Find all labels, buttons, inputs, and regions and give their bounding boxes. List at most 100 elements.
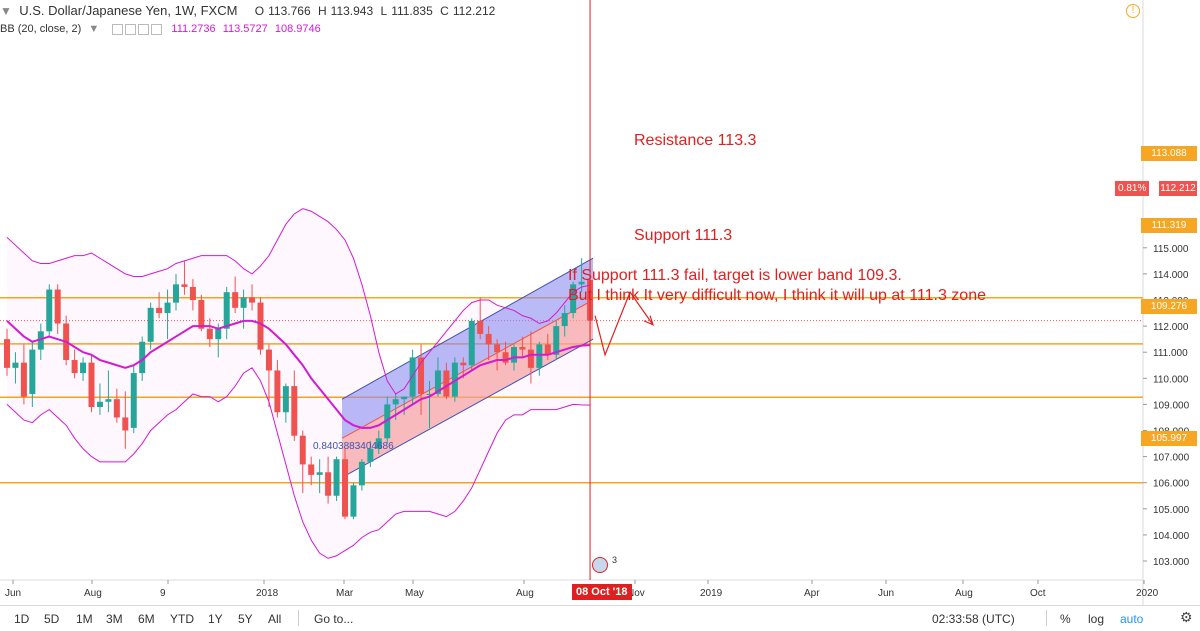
candle-body	[367, 448, 374, 462]
candle-body	[189, 286, 196, 300]
auto-toggle[interactable]: auto	[1120, 612, 1144, 626]
candle-body	[232, 292, 239, 308]
candle-body	[113, 399, 120, 418]
bottom-toolbar: 1D 5D 1M 3M 6M YTD 1Y 5Y All Go to... 02…	[0, 605, 1200, 631]
price-tag-111319: 111.319	[1141, 218, 1197, 233]
open-value: 113.766	[268, 4, 311, 18]
indicator-buttons[interactable]	[112, 23, 164, 35]
candle-body	[451, 362, 458, 397]
bollinger-upper-band	[6, 208, 591, 395]
channel-lower-line	[341, 338, 594, 478]
candle-body	[139, 341, 146, 374]
range-3m[interactable]: 3M	[106, 612, 123, 626]
note-line-1: If Support 111.3 fail, target is lower b…	[568, 267, 902, 284]
crosshair-date-tag: 08 Oct '18	[572, 584, 632, 600]
log-toggle[interactable]: log	[1088, 612, 1105, 626]
alert-icon[interactable]: !	[1126, 4, 1140, 18]
range-6m[interactable]: 6M	[138, 612, 155, 626]
forecast-path	[594, 290, 653, 357]
candle-body	[156, 307, 163, 314]
time-tick-label: Nov	[627, 588, 645, 599]
percent-toggle[interactable]: %	[1060, 612, 1071, 626]
event-flag-icon[interactable]	[592, 557, 608, 573]
price-tick-label: 107.000	[1153, 453, 1190, 464]
candle-body	[485, 333, 492, 345]
time-tick-label: May	[405, 588, 424, 599]
candle-body	[282, 386, 289, 413]
candle-body	[511, 346, 517, 363]
candle-body	[257, 302, 264, 350]
price-tick-label: 115.000	[1153, 244, 1189, 255]
candle-body	[265, 349, 272, 371]
candle-body	[71, 360, 78, 374]
bollinger-basis	[6, 319, 591, 429]
price-tag-109276: 109.276	[1141, 299, 1197, 314]
candle-body	[578, 281, 585, 285]
toolbar-separator	[298, 610, 299, 626]
price-tick-label: 106.000	[1153, 479, 1190, 490]
candle-body	[502, 352, 509, 363]
collapse-icon[interactable]: ▼	[0, 4, 12, 18]
candle-body	[206, 328, 213, 340]
bb-lower-value: 108.9746	[274, 23, 321, 35]
candle-body	[173, 284, 179, 303]
toolbar-separator	[1046, 610, 1047, 626]
low-label: L	[380, 4, 388, 18]
symbol-legend: ▼ U.S. Dollar/Japanese Yen, 1W, FXCM O 11…	[0, 3, 499, 18]
time-tick-label: Jun	[878, 588, 894, 599]
candle-body	[392, 399, 399, 405]
price-tick-label: 105.000	[1153, 505, 1190, 516]
dropdown-icon[interactable]: ▼	[88, 23, 100, 35]
indicator-legend: BB (20, close, 2) ▼ 111.2736 113.5727 10…	[0, 23, 325, 35]
note-line-2: But I think It very difficult now, I thi…	[568, 287, 986, 304]
candle-body	[358, 461, 365, 486]
price-tick-label: 104.000	[1153, 531, 1190, 542]
high-label: H	[317, 4, 327, 18]
candle-body	[122, 417, 129, 431]
bollinger-lower-band	[6, 367, 591, 559]
candle-body	[130, 373, 137, 428]
goto-button[interactable]: Go to...	[314, 612, 354, 626]
candle-body	[477, 320, 484, 334]
candle-body	[29, 349, 36, 394]
range-all[interactable]: All	[268, 612, 282, 626]
fib-label: 0.8403883404686	[313, 441, 394, 452]
candle-body	[434, 370, 441, 394]
candle-body	[164, 302, 171, 314]
indicator-name[interactable]: BB (20, close, 2)	[0, 23, 82, 35]
candle-body	[37, 331, 44, 350]
candle-body	[570, 284, 577, 314]
range-5d[interactable]: 5D	[44, 612, 60, 626]
settings-gear-icon[interactable]: ⚙	[1180, 609, 1193, 625]
candle-body	[291, 386, 298, 436]
resistance-annotation: Resistance 113.3	[634, 132, 757, 149]
candle-body	[460, 362, 467, 366]
candle-body	[20, 362, 27, 397]
candle-body	[181, 284, 188, 287]
price-tick-label: 112.000	[1153, 322, 1189, 333]
clock-display: 02:33:58 (UTC)	[932, 612, 1015, 626]
support-annotation: Support 111.3	[634, 227, 733, 244]
symbol-title[interactable]: U.S. Dollar/Japanese Yen, 1W, FXCM	[19, 3, 238, 18]
candle-body	[561, 313, 568, 327]
candle-body	[325, 472, 332, 496]
candle-body	[536, 344, 543, 368]
candle-body	[468, 320, 475, 366]
candle-body	[316, 472, 323, 475]
bb-basis-value: 111.2736	[171, 23, 216, 35]
range-1m[interactable]: 1M	[76, 612, 93, 626]
range-1d[interactable]: 1D	[14, 612, 30, 626]
price-tag-113088: 113.088	[1141, 146, 1197, 161]
candle-body	[223, 292, 230, 329]
range-5y[interactable]: 5Y	[238, 612, 253, 626]
candle-body	[401, 396, 408, 400]
channel-upper-zone	[342, 258, 594, 439]
range-ytd[interactable]: YTD	[170, 612, 194, 626]
time-tick-label: 2019	[700, 588, 723, 599]
candle-body	[333, 459, 340, 496]
candle-body	[96, 401, 103, 408]
bb-upper-value: 113.5727	[222, 23, 268, 35]
candle-body	[426, 393, 433, 395]
range-1y[interactable]: 1Y	[208, 612, 223, 626]
